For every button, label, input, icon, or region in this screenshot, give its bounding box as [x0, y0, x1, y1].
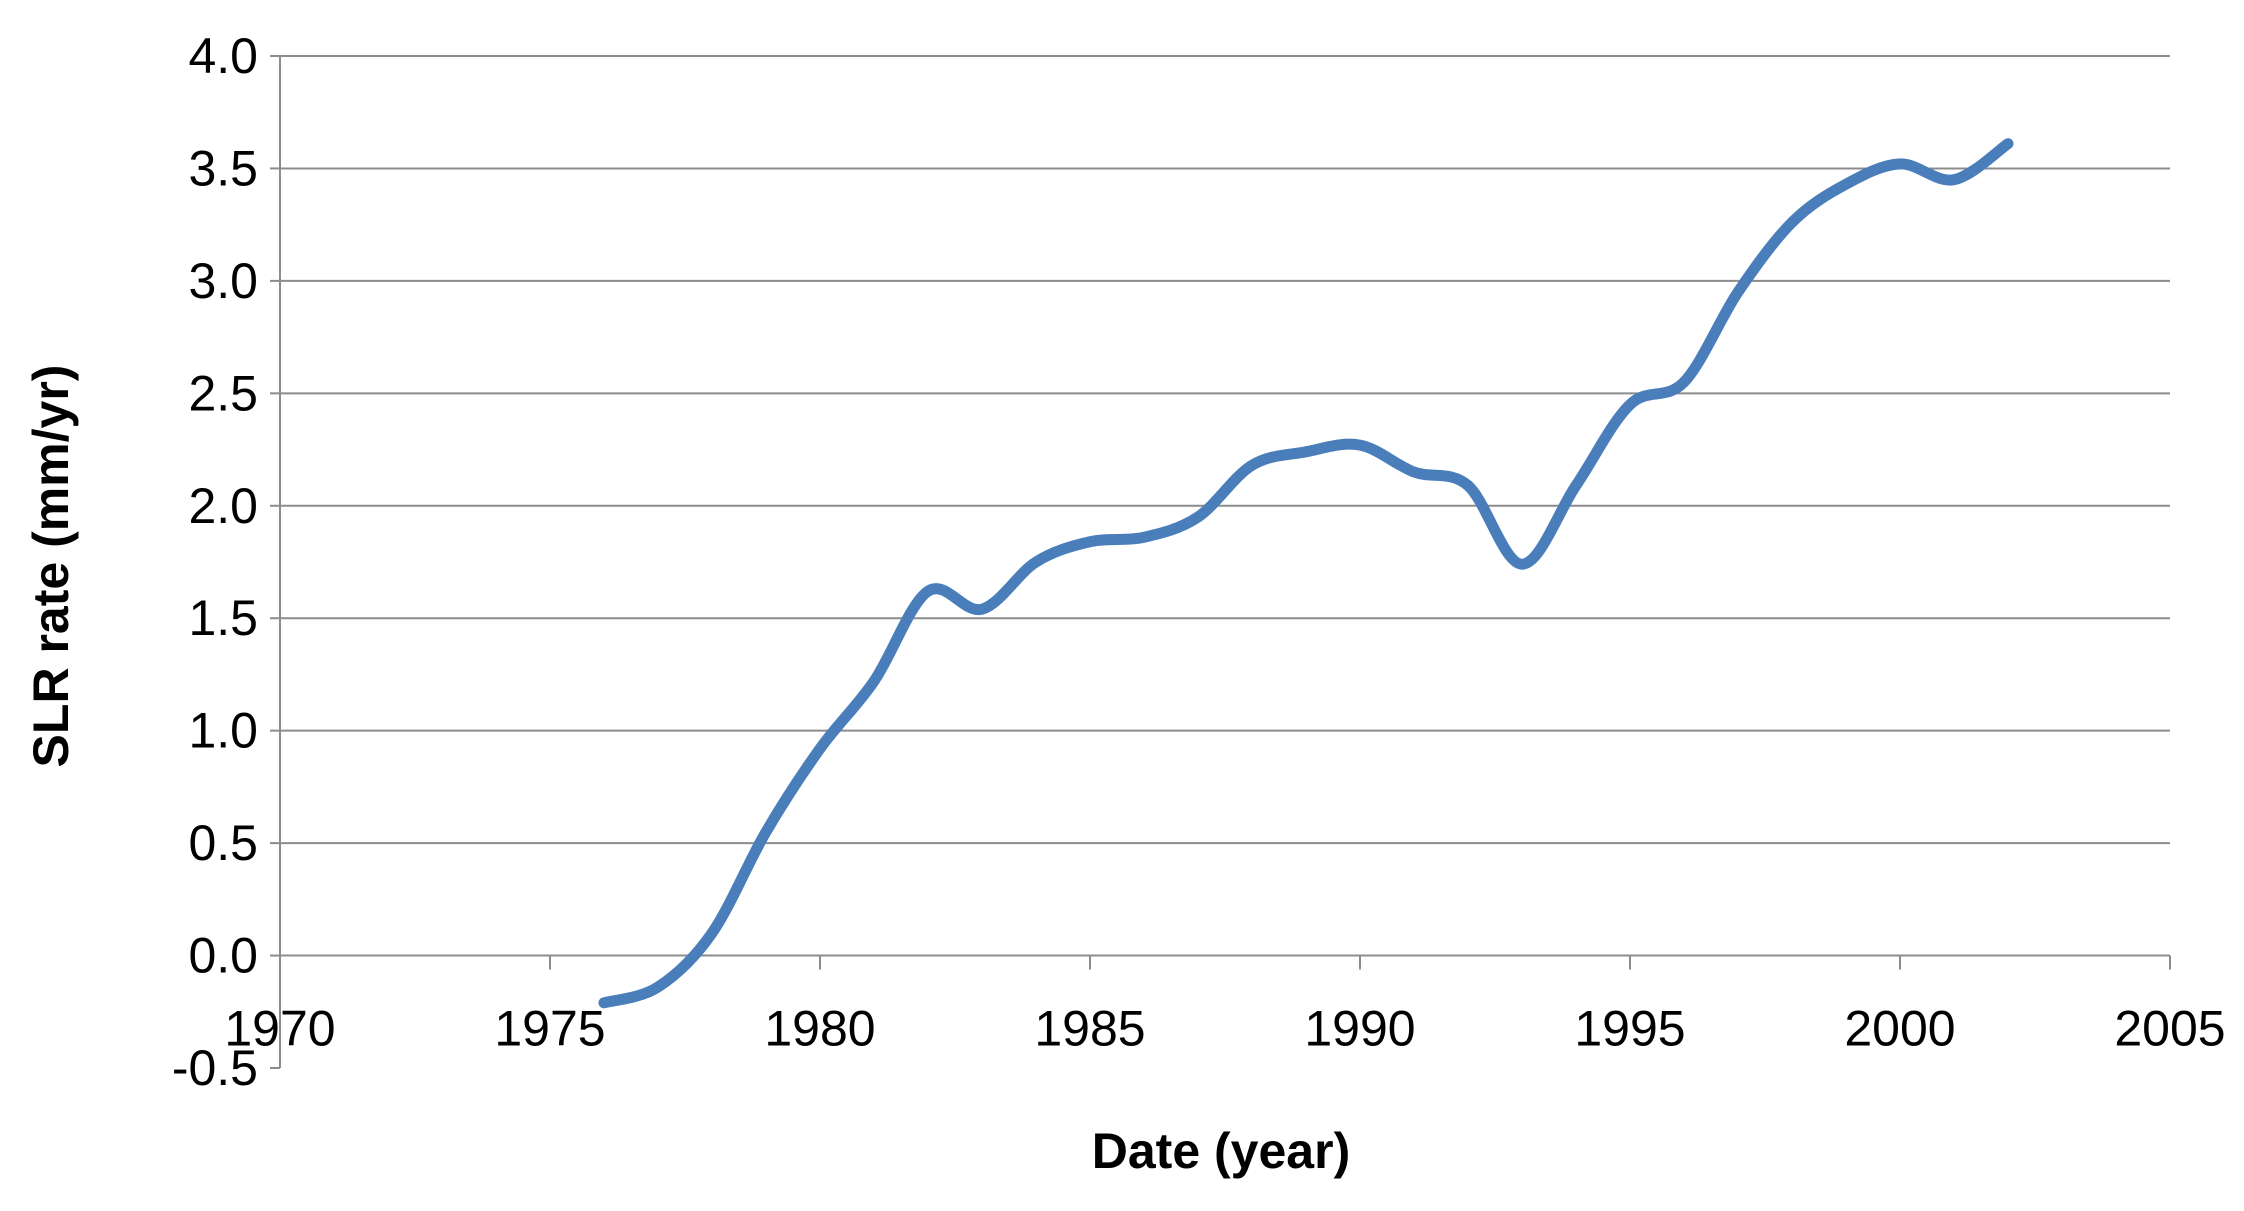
y-tick-label-2: 0.5 — [188, 815, 258, 871]
x-tick-label-3: 1985 — [1034, 1001, 1145, 1057]
axes — [270, 55, 2171, 1069]
y-tick-label-0: -0.5 — [172, 1040, 258, 1096]
x-tick-label-7: 2005 — [2114, 1001, 2225, 1057]
y-tick-label-7: 3.0 — [188, 253, 258, 309]
x-tick-label-4: 1990 — [1304, 1001, 1415, 1057]
y-axis-title: SLR rate (mm/yr) — [23, 365, 79, 768]
series-line-0 — [598, 138, 2014, 1009]
y-tick-label-4: 1.5 — [188, 590, 258, 646]
y-tick-label-8: 3.5 — [188, 140, 258, 196]
series-group — [598, 138, 2014, 1009]
y-tick-labels: -0.5 0.0 0.5 1.0 1.5 2.0 2.5 3.0 3.5 4.0 — [172, 28, 258, 1096]
x-tick-labels: 1970 1975 1980 1985 1990 1995 2000 2005 — [224, 1001, 2225, 1057]
y-tick-label-6: 2.5 — [188, 365, 258, 421]
x-tick-label-1: 1975 — [494, 1001, 605, 1057]
y-tick-label-3: 1.0 — [188, 703, 258, 759]
x-tick-label-2: 1980 — [764, 1001, 875, 1057]
x-tick-label-5: 1995 — [1574, 1001, 1685, 1057]
y-tick-label-5: 2.0 — [188, 478, 258, 534]
y-tick-label-9: 4.0 — [188, 28, 258, 84]
x-axis-title: Date (year) — [1092, 1123, 1350, 1179]
x-tick-label-6: 2000 — [1844, 1001, 1955, 1057]
x-tick-label-0: 1970 — [224, 1001, 335, 1057]
y-tick-label-1: 0.0 — [188, 928, 258, 984]
grid-lines — [280, 55, 2170, 957]
